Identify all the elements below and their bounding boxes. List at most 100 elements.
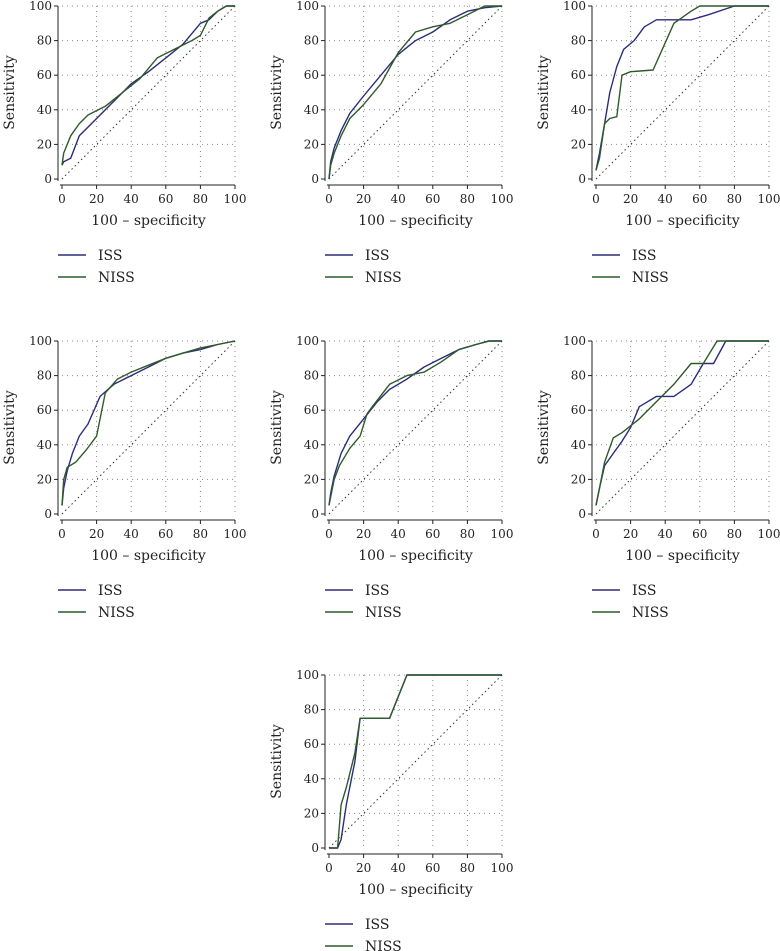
x-tick-label: 40 xyxy=(658,192,673,206)
x-tick-label: 20 xyxy=(89,527,104,541)
roc-curve-niss xyxy=(329,674,502,849)
x-axis-label: 100 – specificity xyxy=(358,213,473,229)
legend-label-niss: NISS xyxy=(632,605,669,621)
legend-label-niss: NISS xyxy=(365,605,402,621)
y-tick-label: 80 xyxy=(571,34,586,48)
y-tick-label: 60 xyxy=(37,403,52,417)
y-axis-label: Sensitivity xyxy=(2,390,18,465)
y-tick-label: 60 xyxy=(37,68,52,82)
x-tick-label: 20 xyxy=(356,192,371,206)
y-tick-label: 60 xyxy=(304,403,319,417)
x-axis-label: 100 – specificity xyxy=(91,548,206,564)
x-tick-label: 60 xyxy=(425,527,440,541)
roc-curve-niss xyxy=(595,340,769,506)
legend-label-niss: NISS xyxy=(98,270,135,286)
x-tick-label: 0 xyxy=(325,527,333,541)
y-tick-label: 0 xyxy=(311,507,319,521)
reference-diagonal xyxy=(595,340,770,515)
y-tick-label: 40 xyxy=(304,438,319,452)
y-axis-label: Sensitivity xyxy=(2,55,18,130)
x-tick-label: 80 xyxy=(460,527,475,541)
x-tick-label: 20 xyxy=(356,861,371,875)
x-tick-label: 100 xyxy=(491,527,514,541)
y-tick-label: 60 xyxy=(571,68,586,82)
reference-diagonal xyxy=(328,5,503,180)
y-tick-label: 40 xyxy=(304,772,319,786)
x-axis-label: 100 – specificity xyxy=(91,213,206,229)
y-tick-label: 0 xyxy=(578,507,586,521)
roc-curve-niss xyxy=(328,340,502,506)
reference-diagonal xyxy=(61,5,236,180)
y-tick-label: 60 xyxy=(304,737,319,751)
roc-curve-iss xyxy=(595,340,769,506)
x-tick-label: 0 xyxy=(58,527,66,541)
y-tick-label: 20 xyxy=(571,137,586,151)
x-axis-label: 100 – specificity xyxy=(358,548,473,564)
y-tick-label: 0 xyxy=(311,172,319,186)
y-tick-label: 20 xyxy=(304,472,319,486)
x-tick-label: 80 xyxy=(460,192,475,206)
roc-panel-1: 0 20 40 60 80 100 0 20 40 60 80 100 Sensitivity 100 –… xyxy=(2,0,246,286)
y-tick-label: 0 xyxy=(578,172,586,186)
x-tick-label: 0 xyxy=(325,861,333,875)
y-tick-label: 20 xyxy=(304,137,319,151)
roc-curve-iss xyxy=(595,5,769,171)
x-tick-label: 100 xyxy=(224,527,247,541)
y-tick-label: 20 xyxy=(37,137,52,151)
roc-curve-iss xyxy=(328,5,503,180)
x-tick-label: 80 xyxy=(460,861,475,875)
roc-panel-3: 0 20 40 60 80 100 0 20 40 60 80 100 Sensitivity 100 –… xyxy=(536,0,780,286)
y-tick-label: 80 xyxy=(304,369,319,383)
x-tick-label: 60 xyxy=(692,192,707,206)
x-tick-label: 80 xyxy=(727,527,742,541)
x-tick-label: 100 xyxy=(491,861,514,875)
x-tick-label: 60 xyxy=(425,192,440,206)
x-axis-label: 100 – specificity xyxy=(625,213,740,229)
x-tick-label: 0 xyxy=(325,192,333,206)
roc-curve-iss xyxy=(61,5,235,166)
x-tick-label: 100 xyxy=(758,527,780,541)
legend-label-niss: NISS xyxy=(365,939,402,951)
legend-label-iss: ISS xyxy=(98,248,122,264)
y-tick-label: 100 xyxy=(563,334,586,348)
x-tick-label: 0 xyxy=(592,192,600,206)
roc-curve-niss xyxy=(61,5,235,166)
x-tick-label: 20 xyxy=(623,192,638,206)
reference-diagonal xyxy=(595,5,770,180)
y-tick-label: 100 xyxy=(296,334,319,348)
roc-panel-5: 0 20 40 60 80 100 0 20 40 60 80 100 Sensitivity 100 –… xyxy=(269,334,513,621)
roc-panel-4: 0 20 40 60 80 100 0 20 40 60 80 100 Sensitivity 100 –… xyxy=(2,334,246,621)
y-tick-label: 80 xyxy=(37,34,52,48)
y-tick-label: 0 xyxy=(311,841,319,855)
x-tick-label: 20 xyxy=(356,527,371,541)
x-tick-label: 80 xyxy=(193,192,208,206)
x-tick-label: 60 xyxy=(692,527,707,541)
legend-label-niss: NISS xyxy=(98,605,135,621)
y-tick-label: 40 xyxy=(571,103,586,117)
legend-label-iss: ISS xyxy=(632,583,656,599)
roc-panel-2: 0 20 40 60 80 100 0 20 40 60 80 100 Sensitivity 100 –… xyxy=(269,0,513,286)
y-tick-label: 80 xyxy=(571,369,586,383)
legend-label-niss: NISS xyxy=(632,270,669,286)
legend-label-iss: ISS xyxy=(365,248,389,264)
y-tick-label: 40 xyxy=(304,103,319,117)
y-tick-label: 20 xyxy=(37,472,52,486)
y-tick-label: 20 xyxy=(571,472,586,486)
x-tick-label: 80 xyxy=(193,527,208,541)
roc-curve-iss xyxy=(61,340,236,506)
x-tick-label: 60 xyxy=(158,527,173,541)
legend-label-iss: ISS xyxy=(98,583,122,599)
legend-label-iss: ISS xyxy=(632,248,656,264)
reference-diagonal xyxy=(328,340,503,515)
roc-panel-7: 0 20 40 60 80 100 0 20 40 60 80 100 Sensitivity 100 –… xyxy=(269,668,513,951)
y-axis-label: Sensitivity xyxy=(269,724,285,799)
y-tick-label: 100 xyxy=(296,668,319,682)
x-tick-label: 40 xyxy=(658,527,673,541)
y-tick-label: 20 xyxy=(304,806,319,820)
x-tick-label: 20 xyxy=(89,192,104,206)
y-axis-label: Sensitivity xyxy=(269,55,285,130)
x-axis-label: 100 – specificity xyxy=(625,548,740,564)
y-tick-label: 0 xyxy=(44,507,52,521)
x-tick-label: 0 xyxy=(58,192,66,206)
